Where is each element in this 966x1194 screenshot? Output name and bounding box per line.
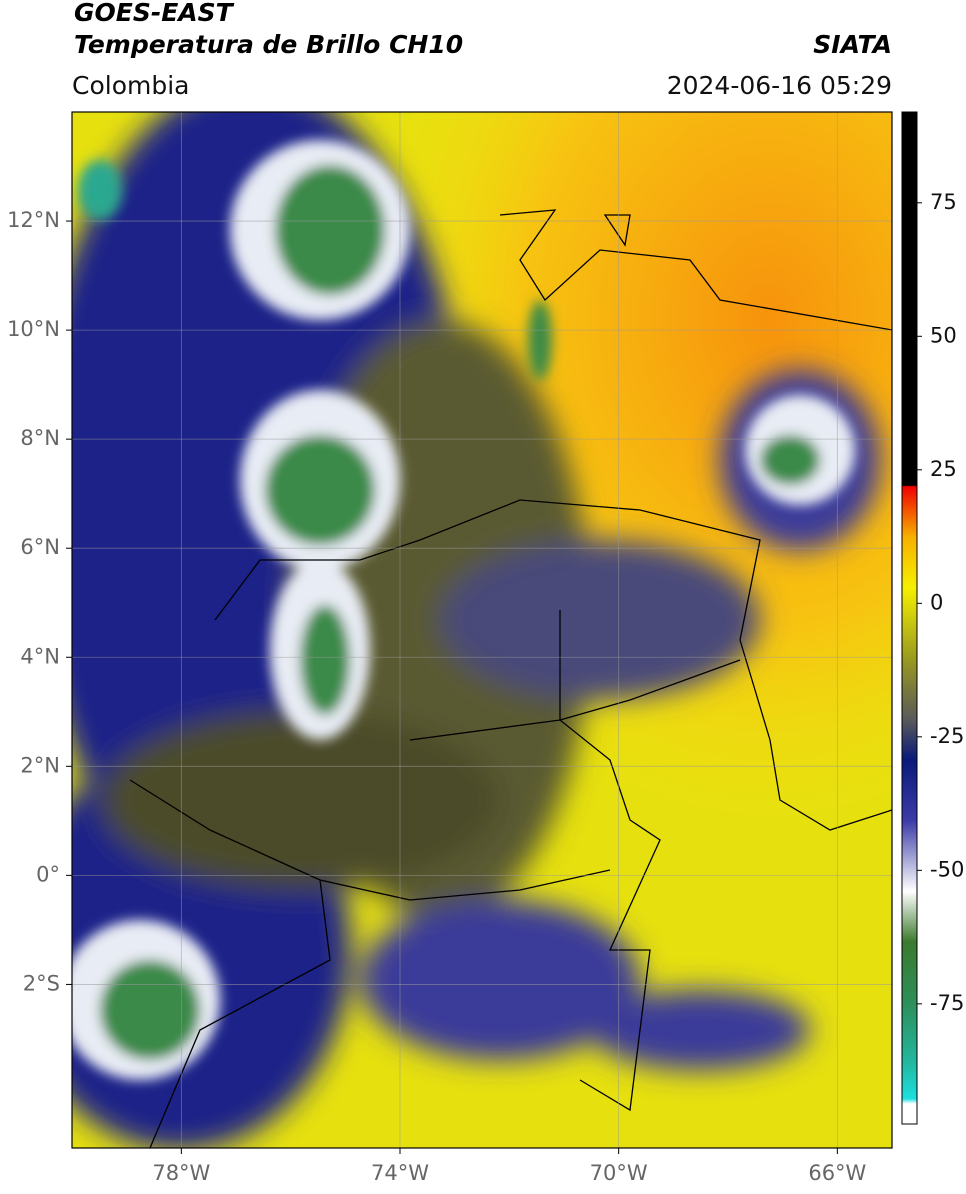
colorbar-tick-label: -25 <box>930 724 964 748</box>
lat-tick-label: 12°N <box>7 208 60 232</box>
lon-tick-label: 78°W <box>152 1161 210 1185</box>
colorbar-tick-label: -50 <box>930 857 964 881</box>
lon-tick-label: 66°W <box>808 1161 866 1185</box>
lat-tick-label: 8°N <box>20 426 60 450</box>
lat-tick-label: 2°N <box>20 753 60 777</box>
subtitle: Temperatura de Brillo CH10 <box>74 30 463 59</box>
colorbar-tick-label: 0 <box>930 590 943 614</box>
lon-tick-label: 70°W <box>590 1161 648 1185</box>
lon-tick-label: 74°W <box>371 1161 429 1185</box>
source: SIATA <box>813 30 892 59</box>
lat-tick-label: 0° <box>36 862 60 886</box>
map-frame <box>71 111 893 1149</box>
colorbar-tick-label: 50 <box>930 323 957 347</box>
lat-tick-label: 10°N <box>7 317 60 341</box>
lat-tick-label: 6°N <box>20 535 60 559</box>
colorbar <box>901 111 918 1125</box>
lat-tick-label: 4°N <box>20 644 60 668</box>
timestamp: 2024-06-16 05:29 <box>667 71 892 100</box>
colorbar-tick-label: 75 <box>930 190 957 214</box>
title: GOES-EAST <box>74 0 235 27</box>
lat-tick-label: 2°S <box>23 971 60 995</box>
colorbar-tick-label: 25 <box>930 457 957 481</box>
colorbar-tick-label: -75 <box>930 991 964 1015</box>
satellite-image <box>72 112 892 1148</box>
region: Colombia <box>72 71 189 100</box>
